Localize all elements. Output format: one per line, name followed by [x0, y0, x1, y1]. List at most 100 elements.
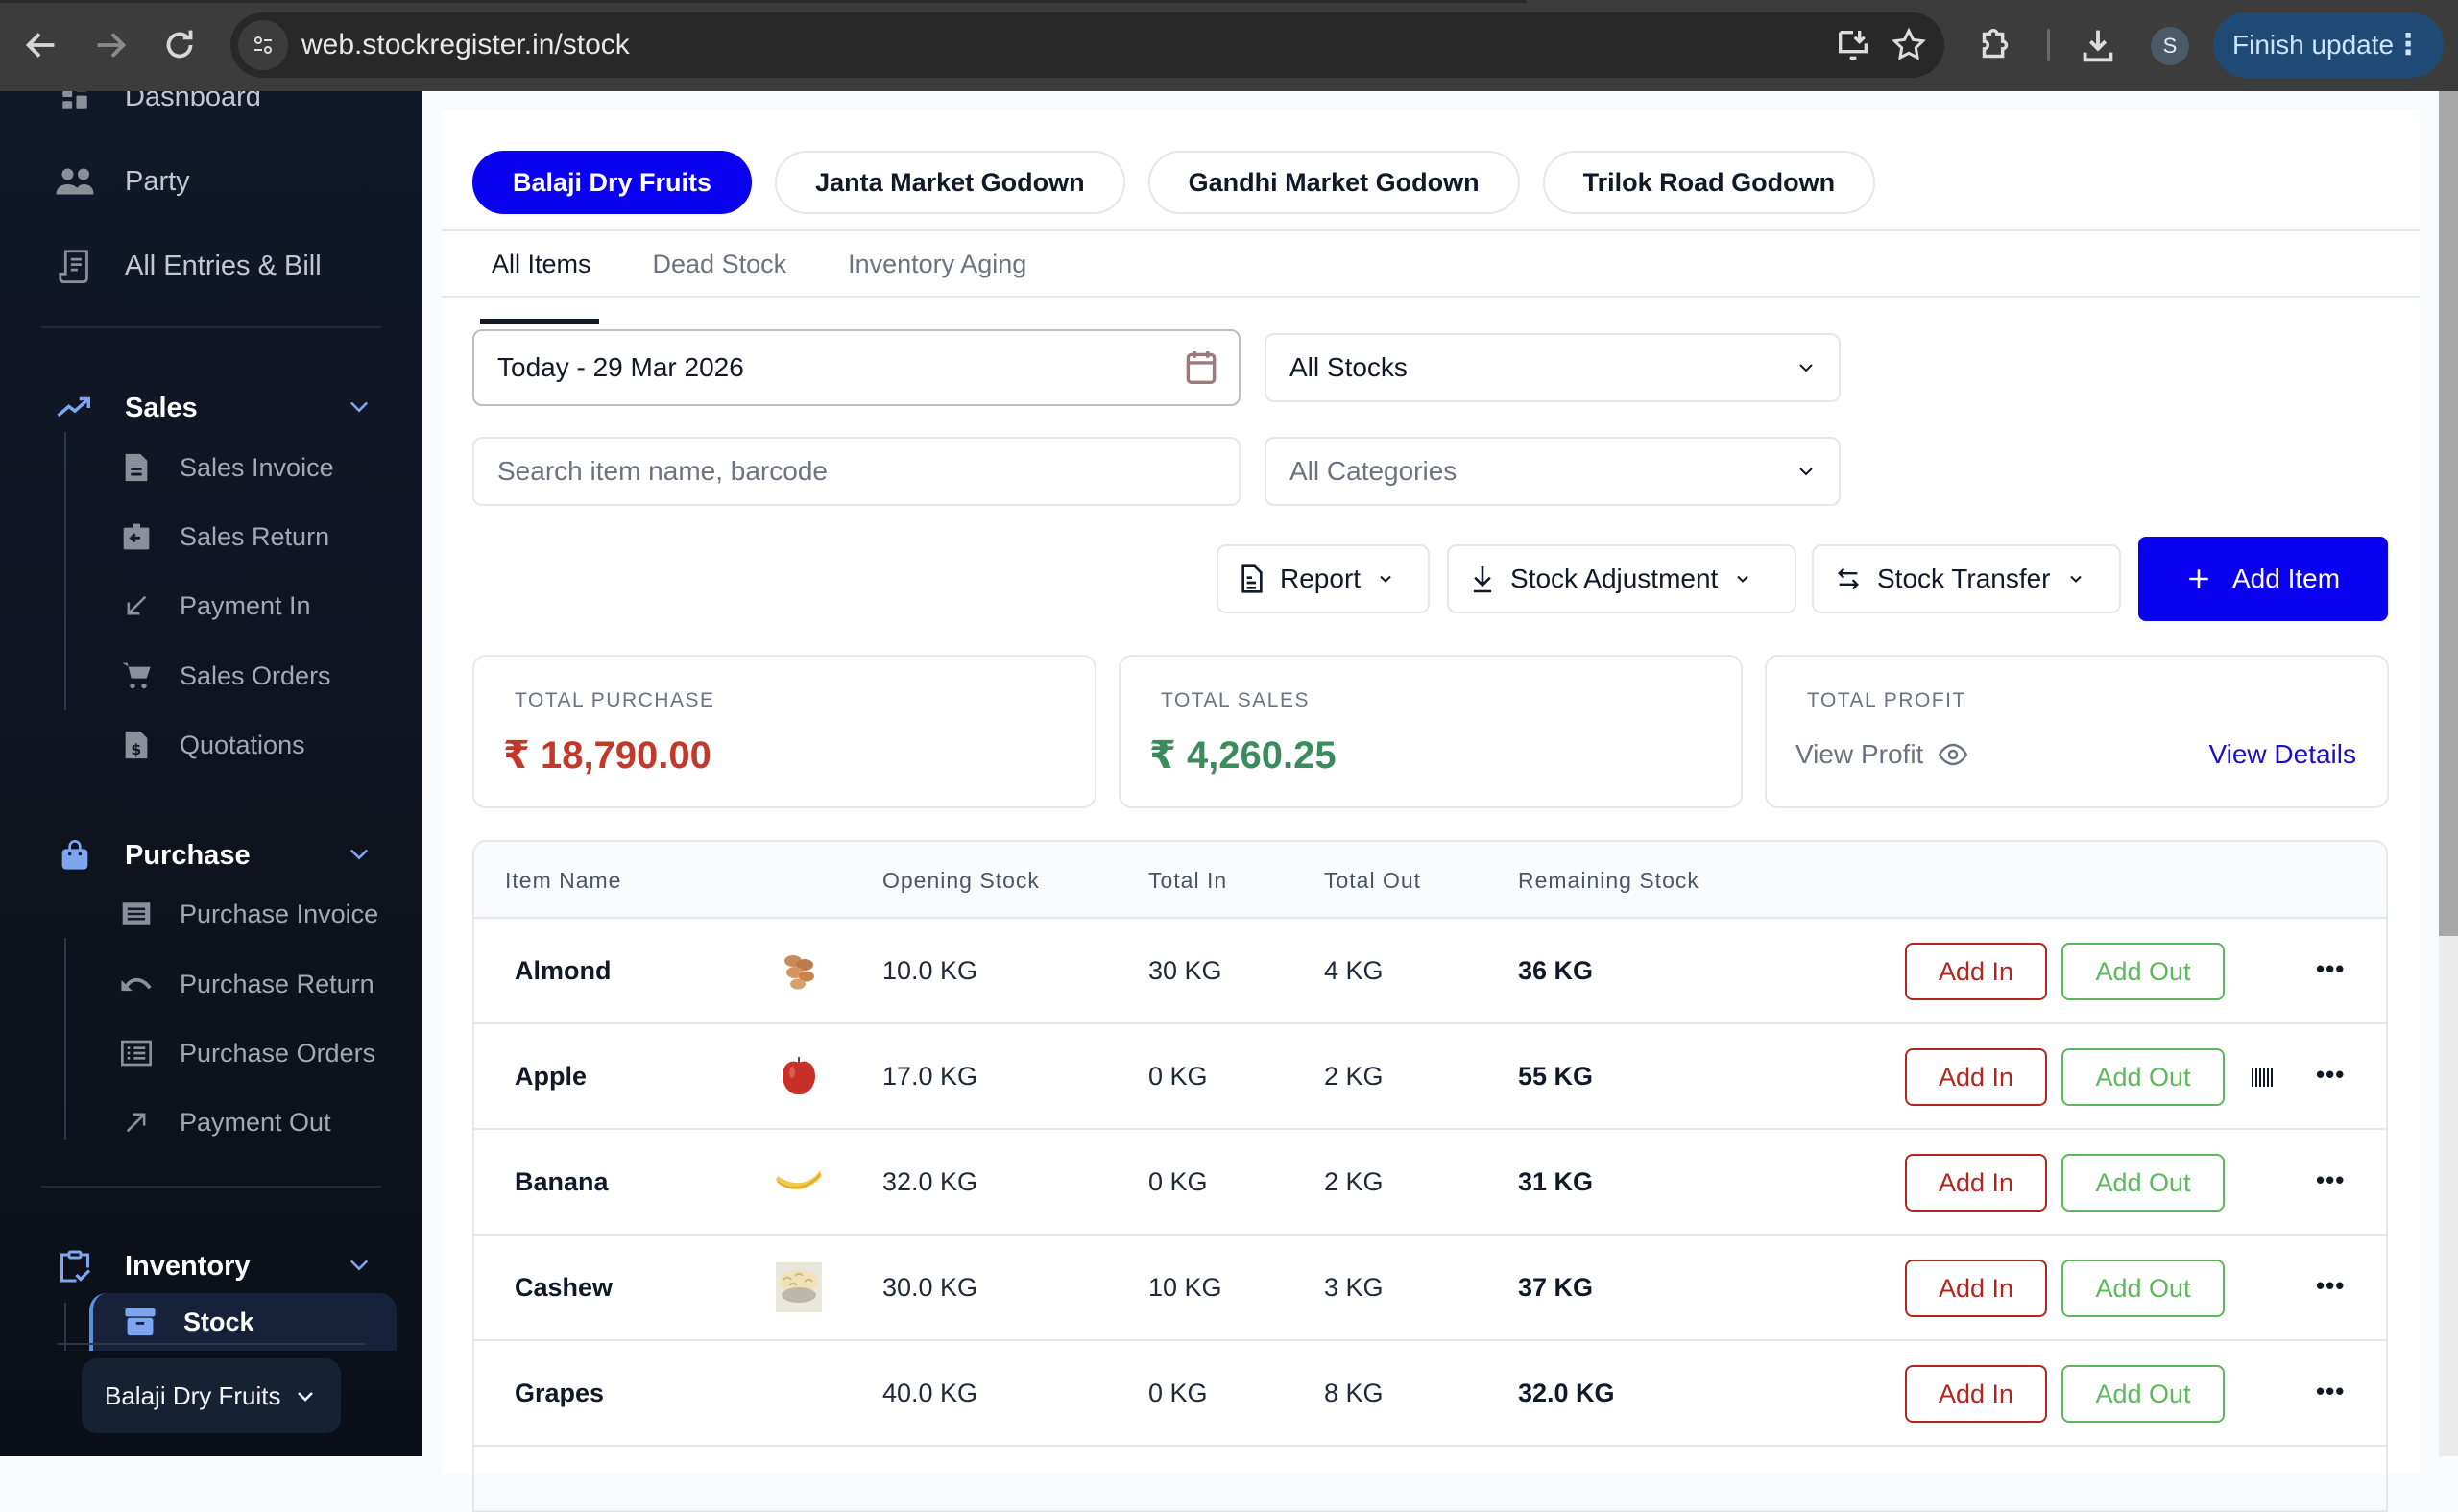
scrollbar-thumb[interactable] — [2439, 91, 2458, 936]
table-row[interactable]: Apple 17.0 KG 0 KG 2 KG 55 KG Add In Add… — [474, 1024, 2386, 1130]
column-header-total-out[interactable]: Total Out — [1324, 842, 1421, 919]
add-in-button[interactable]: Add In — [1905, 1154, 2047, 1212]
sidebar-item-payment-in[interactable]: Payment In — [120, 579, 311, 633]
extensions-button[interactable] — [1973, 23, 2017, 67]
column-header-item-name[interactable]: Item Name — [505, 842, 621, 919]
category-filter-select[interactable]: All Categories — [1265, 437, 1841, 506]
view-tabs: All Items Dead Stock Inventory Aging — [492, 233, 1026, 295]
finish-update-button[interactable]: Finish update ⋮ — [2213, 12, 2444, 78]
sidebar-divider — [41, 1186, 381, 1188]
add-out-button[interactable]: Add Out — [2061, 1260, 2225, 1317]
sidebar-section-purchase[interactable]: Purchase — [54, 827, 384, 884]
site-info-button[interactable] — [238, 20, 288, 70]
tab-all-items[interactable]: All Items — [492, 233, 591, 295]
sidebar-item-purchase-orders[interactable]: Purchase Orders — [120, 1026, 375, 1080]
godown-tab-trilok-road[interactable]: Trilok Road Godown — [1543, 151, 1876, 214]
sidebar-item-sales-orders[interactable]: Sales Orders — [120, 649, 331, 703]
stock-transfer-button[interactable]: Stock Transfer — [1812, 544, 2121, 613]
item-name[interactable]: Cashew — [515, 1236, 613, 1339]
url-text[interactable]: web.stockregister.in/stock — [301, 12, 630, 78]
stock-adjustment-button[interactable]: Stock Adjustment — [1447, 544, 1796, 613]
opening-stock: 32.0 KG — [882, 1130, 977, 1234]
undo-icon — [120, 968, 153, 1000]
item-name[interactable]: Almond — [515, 919, 612, 1022]
sidebar-item-payment-out[interactable]: Payment Out — [120, 1095, 331, 1149]
sidebar-section-sales[interactable]: Sales — [54, 379, 384, 437]
bookmark-button[interactable] — [1890, 26, 1928, 64]
stock-filter-select[interactable]: All Stocks — [1265, 333, 1841, 402]
item-name[interactable]: Grapes — [515, 1341, 604, 1445]
add-out-button[interactable]: Add Out — [2061, 943, 2225, 1000]
table-row[interactable]: Grapes 40.0 KG 0 KG 8 KG 32.0 KG Add In … — [474, 1341, 2386, 1447]
column-header-remaining-stock[interactable]: Remaining Stock — [1518, 842, 1699, 919]
add-in-button[interactable]: Add In — [1905, 1048, 2047, 1106]
more-options-icon[interactable]: ••• — [2316, 1024, 2345, 1124]
table-row[interactable]: Almond 10.0 KG 30 KG 4 KG 36 KG Add In A… — [474, 919, 2386, 1024]
more-options-icon[interactable]: ••• — [2316, 1130, 2345, 1230]
sidebar-item-purchase-return[interactable]: Purchase Return — [120, 957, 374, 1011]
more-options-icon[interactable]: ••• — [2316, 919, 2345, 1019]
item-name[interactable]: Banana — [515, 1130, 609, 1234]
address-bar[interactable]: web.stockregister.in/stock — [230, 12, 1944, 78]
total-profit-card: TOTAL PROFIT View Profit View Details — [1765, 655, 2389, 808]
sidebar-item-label: Quotations — [180, 731, 305, 760]
add-out-button[interactable]: Add Out — [2061, 1154, 2225, 1212]
back-button[interactable] — [19, 23, 63, 67]
chevron-down-icon — [2066, 569, 2085, 588]
sidebar-item-dashboard[interactable]: Dashboard — [54, 91, 261, 124]
more-options-icon[interactable]: ••• — [2316, 1341, 2345, 1441]
add-in-button[interactable]: Add In — [1905, 1365, 2047, 1423]
sidebar-item-stock[interactable]: Stock — [89, 1293, 397, 1351]
profile-avatar[interactable]: S — [2151, 27, 2189, 65]
sidebar-section-inventory[interactable]: Inventory — [54, 1237, 384, 1295]
forward-button[interactable] — [88, 23, 133, 67]
godown-tab-gandhi-market[interactable]: Gandhi Market Godown — [1148, 151, 1520, 214]
clipboard-check-icon — [54, 1245, 96, 1287]
table-row[interactable]: Banana 32.0 KG 0 KG 2 KG 31 KG Add In Ad… — [474, 1130, 2386, 1236]
sidebar-item-purchase-invoice[interactable]: Purchase Invoice — [120, 887, 378, 941]
add-out-button[interactable]: Add Out — [2061, 1048, 2225, 1106]
archive-box-icon — [124, 1306, 157, 1338]
tab-dead-stock[interactable]: Dead Stock — [653, 233, 787, 295]
total-out: 2 KG — [1324, 1024, 1384, 1128]
view-profit-toggle[interactable]: View Profit — [1795, 739, 1967, 770]
date-range-picker[interactable]: Today - 29 Mar 2026 — [472, 329, 1241, 406]
column-header-total-in[interactable]: Total In — [1148, 842, 1227, 919]
sidebar-item-quotations[interactable]: $ Quotations — [120, 718, 305, 772]
divider — [442, 296, 2420, 298]
table-row[interactable]: Cashew 30.0 KG 10 KG 3 KG 37 KG Add In A… — [474, 1236, 2386, 1341]
receipt-icon — [54, 245, 96, 287]
sidebar-item-sales-invoice[interactable]: Sales Invoice — [120, 441, 334, 494]
downloads-button[interactable] — [2076, 23, 2120, 67]
item-name[interactable]: Apple — [515, 1024, 587, 1128]
total-in: 0 KG — [1148, 1341, 1208, 1445]
page-scrollbar[interactable] — [2439, 91, 2458, 1456]
sidebar-item-sales-return[interactable]: Sales Return — [120, 510, 329, 564]
barcode-icon[interactable] — [2251, 1066, 2274, 1089]
install-app-button[interactable] — [1834, 26, 1872, 64]
trending-up-icon — [54, 387, 96, 429]
godown-tab-balaji-dry-fruits[interactable]: Balaji Dry Fruits — [472, 151, 752, 214]
apple-image — [774, 1051, 824, 1101]
view-details-link[interactable]: View Details — [2208, 739, 2356, 770]
add-out-button[interactable]: Add Out — [2061, 1365, 2225, 1423]
column-header-opening-stock[interactable]: Opening Stock — [882, 842, 1040, 919]
reload-button[interactable] — [157, 23, 202, 67]
cart-icon — [120, 660, 153, 692]
date-range-value: Today - 29 Mar 2026 — [497, 352, 744, 383]
sidebar-item-party[interactable]: Party — [54, 155, 190, 208]
more-options-icon[interactable]: ••• — [2316, 1236, 2345, 1335]
add-in-button[interactable]: Add In — [1905, 943, 2047, 1000]
sidebar-item-all-entries[interactable]: All Entries & Bill — [54, 239, 322, 293]
tab-inventory-aging[interactable]: Inventory Aging — [848, 233, 1026, 295]
add-in-button[interactable]: Add In — [1905, 1260, 2047, 1317]
total-in: 30 KG — [1148, 919, 1222, 1022]
opening-stock: 10.0 KG — [882, 919, 977, 1022]
search-input[interactable]: Search item name, barcode — [472, 437, 1241, 506]
godown-tab-janta-market[interactable]: Janta Market Godown — [775, 151, 1125, 214]
sidebar-item-label: Payment In — [180, 591, 311, 621]
stock-panel: Balaji Dry Fruits Janta Market Godown Ga… — [442, 110, 2420, 1474]
add-item-button[interactable]: Add Item — [2138, 537, 2388, 621]
store-switcher[interactable]: Balaji Dry Fruits — [82, 1358, 341, 1433]
report-button[interactable]: Report — [1217, 544, 1430, 613]
